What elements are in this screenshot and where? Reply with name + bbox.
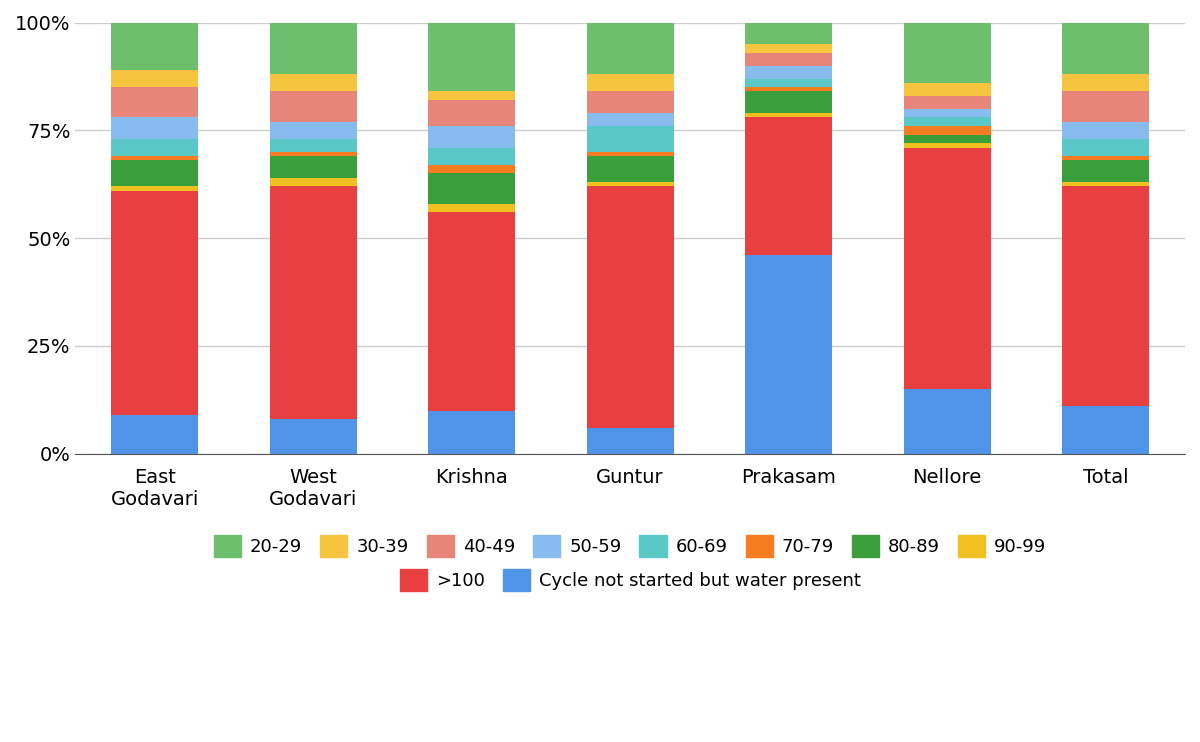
Bar — [270, 152, 356, 156]
Bar — [745, 87, 833, 91]
Bar — [904, 83, 991, 96]
Bar — [904, 109, 991, 117]
Bar — [112, 156, 198, 160]
Bar — [112, 160, 198, 186]
Bar — [428, 203, 515, 212]
Bar — [745, 91, 833, 113]
Bar — [112, 191, 198, 415]
Bar — [904, 389, 991, 453]
Bar — [587, 182, 673, 186]
Bar — [428, 148, 515, 165]
Bar — [428, 91, 515, 100]
Bar — [587, 186, 673, 428]
Bar — [428, 100, 515, 126]
Bar — [745, 65, 833, 79]
Bar — [904, 143, 991, 148]
Bar — [904, 134, 991, 143]
Bar — [587, 428, 673, 453]
Bar — [587, 22, 673, 74]
Bar — [270, 186, 356, 419]
Bar — [1062, 182, 1150, 186]
Bar — [112, 117, 198, 139]
Bar — [428, 126, 515, 148]
Bar — [745, 117, 833, 255]
Bar — [1062, 139, 1150, 156]
Bar — [112, 87, 198, 117]
Bar — [270, 177, 356, 186]
Bar — [428, 165, 515, 174]
Bar — [428, 22, 515, 91]
Bar — [270, 22, 356, 74]
Legend: >100, Cycle not started but water present: >100, Cycle not started but water presen… — [392, 562, 868, 598]
Bar — [270, 419, 356, 453]
Bar — [745, 53, 833, 65]
Bar — [587, 91, 673, 113]
Bar — [745, 255, 833, 453]
Bar — [428, 410, 515, 453]
Bar — [587, 113, 673, 126]
Bar — [904, 148, 991, 389]
Bar — [587, 126, 673, 152]
Bar — [270, 139, 356, 152]
Bar — [745, 22, 833, 44]
Bar — [1062, 91, 1150, 122]
Bar — [112, 415, 198, 453]
Bar — [587, 152, 673, 156]
Bar — [428, 174, 515, 203]
Bar — [270, 74, 356, 91]
Bar — [112, 70, 198, 87]
Bar — [587, 156, 673, 182]
Bar — [270, 156, 356, 177]
Bar — [270, 91, 356, 122]
Bar — [587, 74, 673, 91]
Bar — [1062, 74, 1150, 91]
Bar — [1062, 156, 1150, 160]
Bar — [745, 44, 833, 53]
Bar — [904, 117, 991, 126]
Bar — [112, 139, 198, 156]
Bar — [904, 96, 991, 109]
Bar — [1062, 22, 1150, 74]
Bar — [745, 79, 833, 87]
Bar — [1062, 122, 1150, 139]
Bar — [1062, 186, 1150, 406]
Bar — [112, 22, 198, 70]
Bar — [1062, 160, 1150, 182]
Bar — [904, 22, 991, 83]
Bar — [745, 113, 833, 117]
Bar — [112, 186, 198, 191]
Bar — [428, 212, 515, 410]
Bar — [1062, 406, 1150, 453]
Bar — [270, 122, 356, 139]
Bar — [904, 126, 991, 134]
